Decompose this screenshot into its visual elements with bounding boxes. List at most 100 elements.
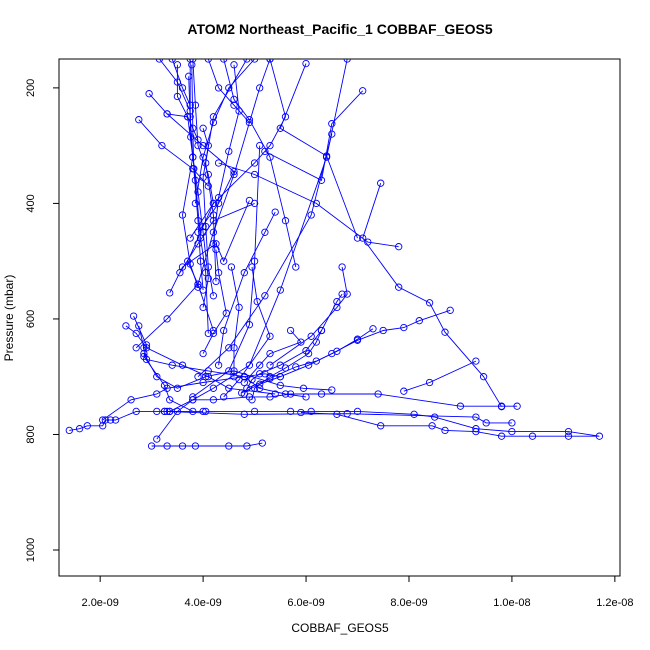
data-point	[328, 130, 336, 138]
data-point	[191, 176, 200, 184]
data-point	[343, 59, 351, 63]
data-point	[595, 432, 604, 440]
data-point	[111, 416, 120, 424]
data-point	[243, 59, 251, 63]
data-point	[199, 378, 207, 387]
data-point	[194, 228, 202, 236]
data-point	[153, 435, 161, 443]
data-point	[135, 116, 143, 124]
data-point	[302, 347, 310, 355]
data-point	[312, 199, 320, 208]
data-point	[299, 384, 308, 392]
x-axis-label: COBBAF_GEOS5	[291, 621, 389, 635]
data-point	[83, 422, 91, 430]
data-point	[158, 141, 166, 150]
data-point	[189, 153, 197, 161]
data-point	[410, 410, 418, 418]
data-point	[343, 410, 351, 418]
data-point	[209, 329, 218, 338]
data-point	[302, 59, 310, 68]
series-layer	[65, 59, 604, 450]
profile-series	[166, 196, 254, 297]
data-point	[328, 120, 336, 128]
series-line	[192, 145, 261, 398]
series-line	[151, 442, 263, 447]
data-point	[312, 357, 320, 365]
data-point	[227, 263, 236, 271]
series-line	[164, 410, 512, 424]
profile-series	[240, 290, 346, 398]
profile-series	[155, 59, 194, 115]
data-point	[178, 84, 187, 92]
series-line	[269, 266, 348, 366]
data-point	[374, 390, 382, 398]
data-point	[256, 84, 264, 92]
data-point	[75, 425, 84, 433]
data-point	[338, 290, 346, 298]
profile-series	[168, 59, 194, 109]
data-point	[204, 367, 212, 375]
data-point	[230, 170, 238, 179]
data-point	[261, 292, 269, 300]
data-point	[343, 290, 351, 298]
data-point	[178, 442, 187, 450]
data-point	[166, 289, 174, 297]
data-point	[256, 361, 264, 369]
data-point	[122, 322, 130, 330]
data-point	[238, 389, 246, 397]
profile-series	[135, 322, 310, 401]
series-line	[125, 325, 276, 395]
data-point	[225, 367, 233, 375]
data-point	[379, 326, 387, 335]
data-point	[214, 159, 223, 167]
series-line	[212, 64, 240, 244]
data-point	[250, 257, 259, 265]
data-point	[129, 312, 138, 320]
data-point	[333, 297, 341, 306]
data-point	[178, 361, 187, 369]
data-point	[256, 370, 264, 378]
data-point	[248, 375, 256, 384]
series-line	[138, 119, 209, 187]
data-point	[304, 361, 313, 369]
data-point	[214, 361, 223, 369]
data-point	[472, 357, 480, 365]
data-point	[166, 396, 174, 404]
data-point	[204, 373, 212, 381]
data-point	[225, 442, 233, 450]
data-point	[173, 92, 182, 101]
data-point	[243, 442, 251, 450]
data-point	[353, 407, 362, 416]
data-point	[333, 410, 341, 418]
data-point	[307, 211, 315, 219]
data-point	[209, 396, 218, 404]
data-point	[377, 179, 385, 187]
data-point	[189, 59, 197, 63]
data-point	[302, 393, 310, 401]
x-tick-label: 2.0e-09	[82, 597, 119, 609]
data-point	[153, 390, 161, 398]
data-point	[276, 361, 284, 369]
series-line	[202, 249, 227, 354]
profile-series	[189, 141, 264, 401]
data-point	[292, 263, 300, 271]
data-point	[456, 402, 465, 410]
data-point	[245, 361, 254, 369]
data-point	[395, 283, 403, 291]
data-point	[153, 373, 161, 381]
series-line	[176, 64, 199, 141]
data-point	[276, 373, 284, 381]
data-point	[338, 263, 346, 271]
data-point	[446, 306, 454, 314]
data-point	[173, 384, 182, 392]
data-point	[441, 328, 449, 336]
data-point	[508, 419, 516, 427]
data-point	[425, 299, 434, 307]
data-point	[132, 407, 140, 416]
data-point	[199, 349, 207, 358]
series-line	[169, 200, 250, 294]
data-point	[243, 384, 251, 392]
data-point	[178, 211, 187, 219]
y-tick-label: 1000	[25, 538, 37, 562]
data-point	[160, 381, 169, 390]
